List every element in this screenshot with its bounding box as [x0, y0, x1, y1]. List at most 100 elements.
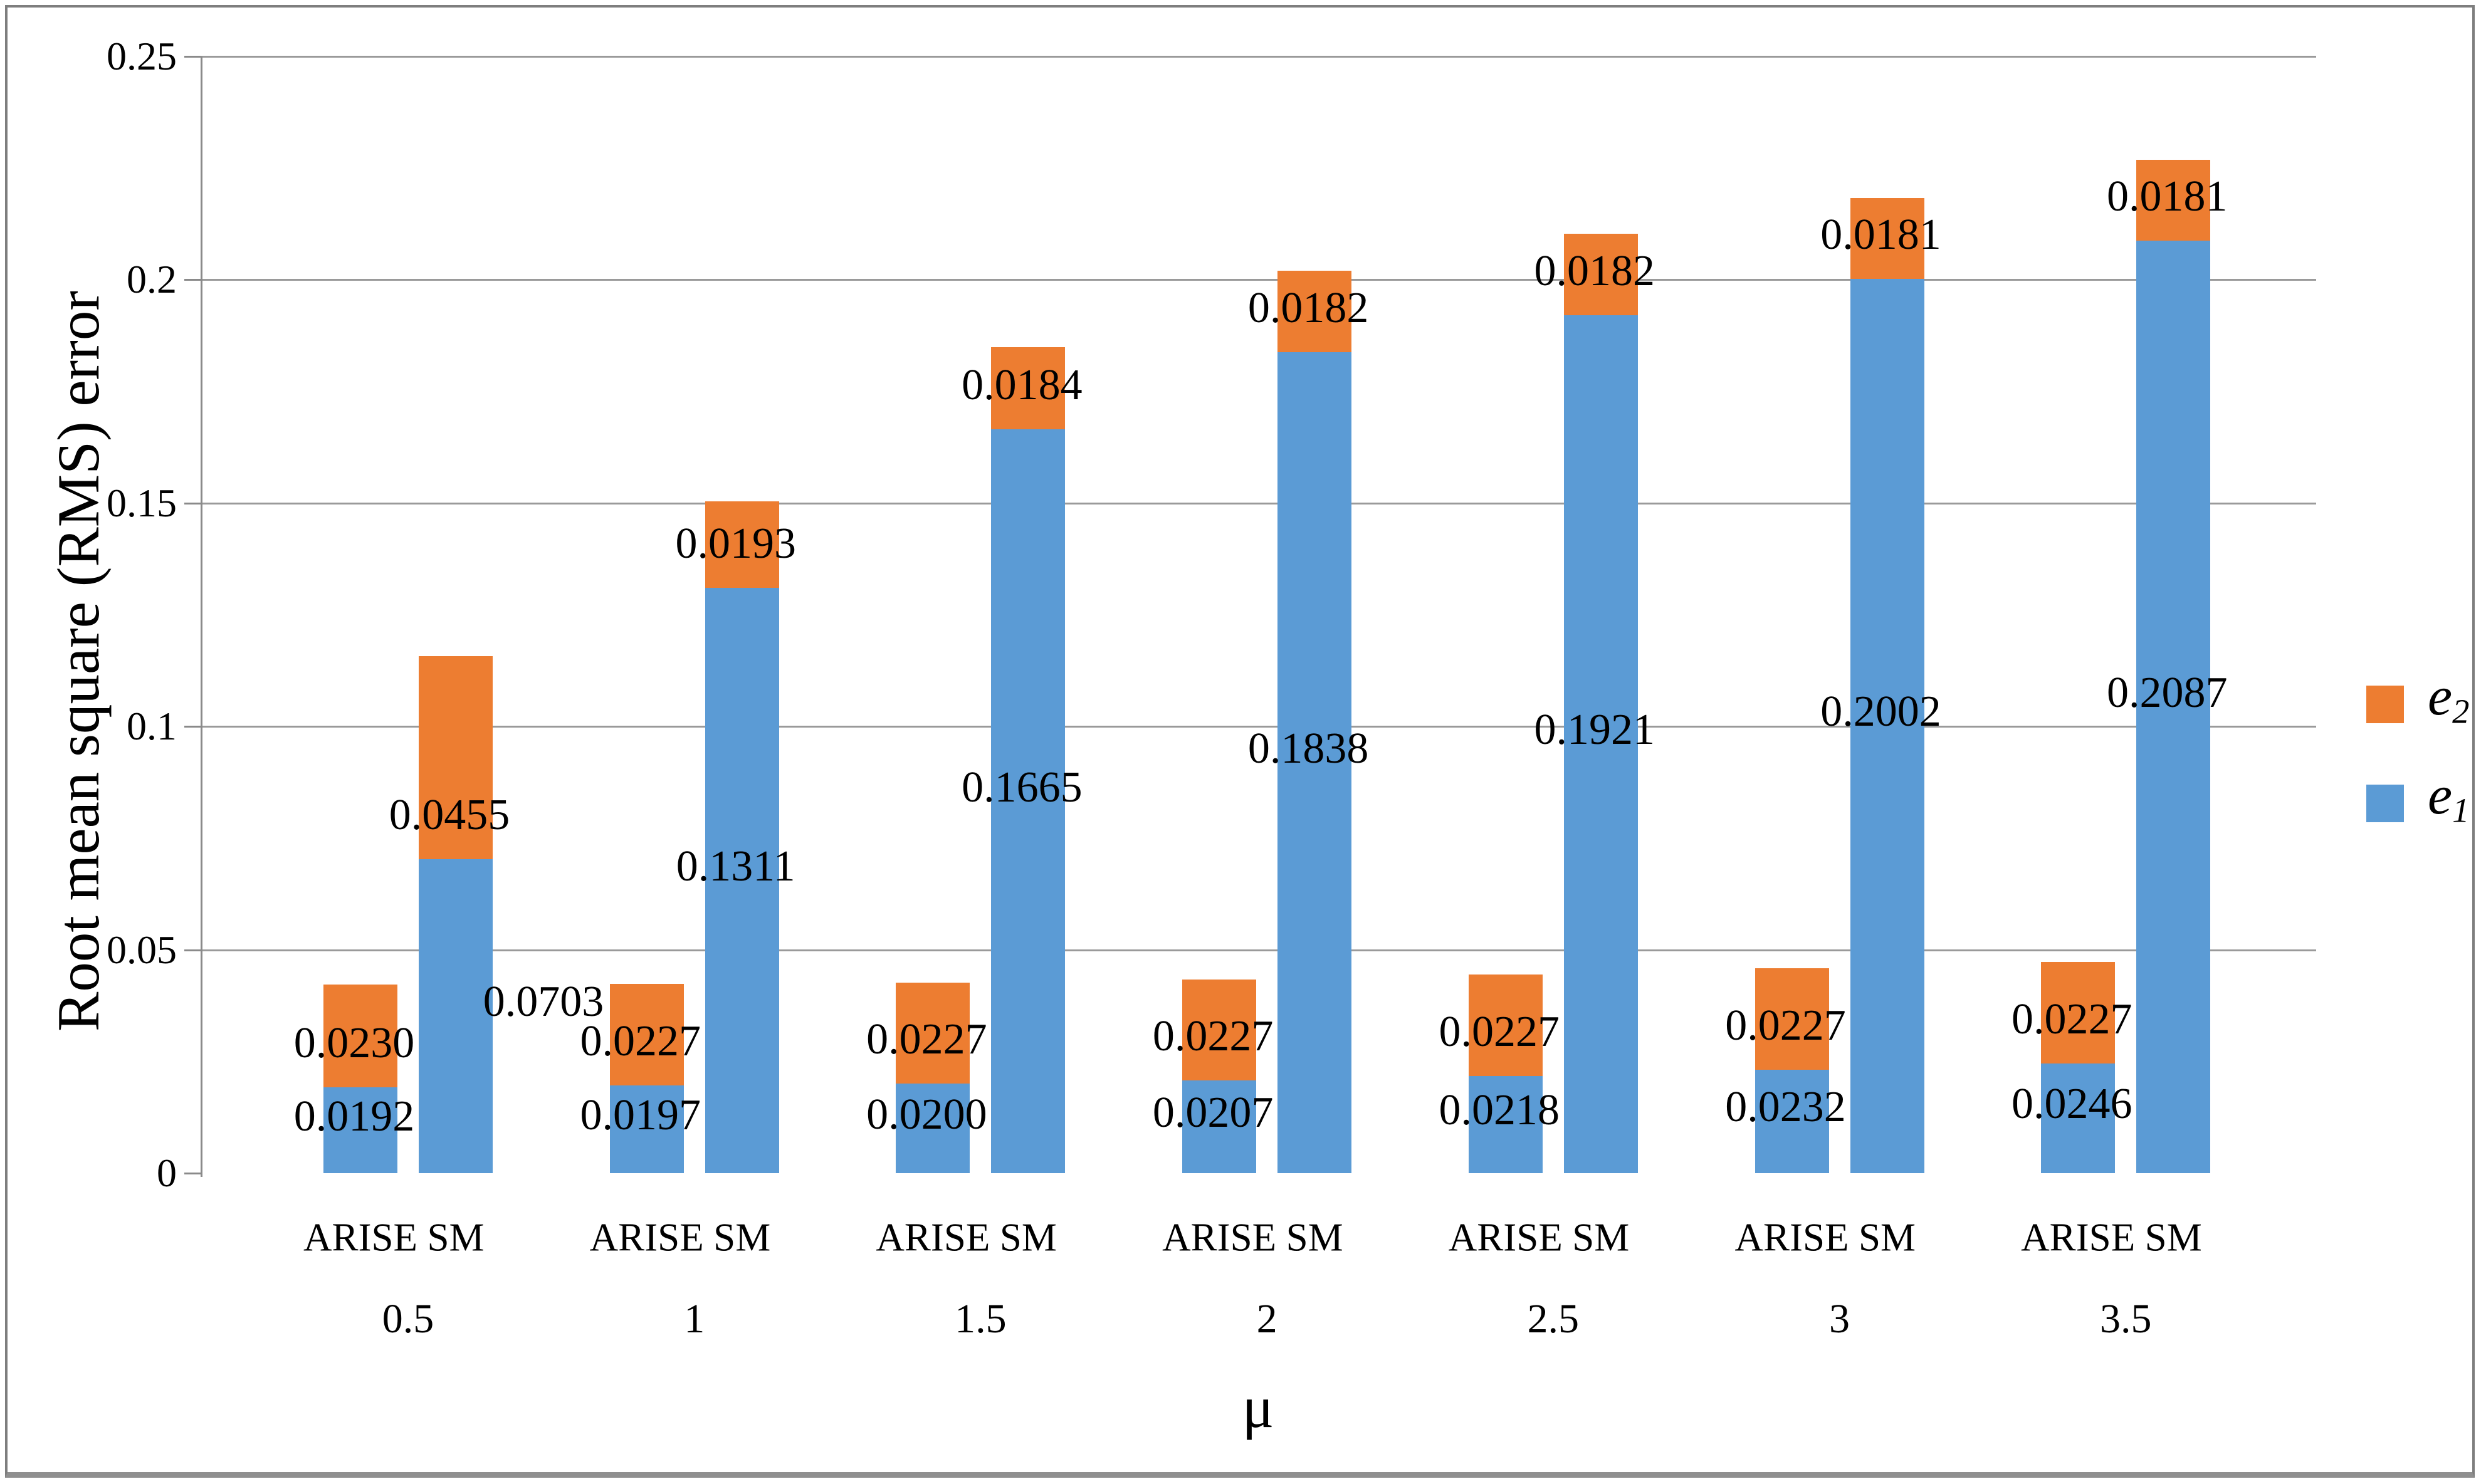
y-axis-tick-0.2 [184, 279, 201, 281]
data-label-e2-ARISE-1: 0.0227 [580, 1016, 701, 1065]
data-label-e2-ARISE-2: 0.0227 [1152, 1012, 1274, 1061]
bar-segment-e1-SM-3 [1850, 278, 1924, 1173]
bar-segment-e1-ARISE-1.5 [896, 1084, 970, 1173]
gridline-0.15 [201, 502, 2316, 504]
bar-segment-e1-ARISE-3 [1755, 1069, 1829, 1173]
data-label-e1-SM-2: 0.1838 [1247, 724, 1369, 773]
bar-segment-e1-SM-3.5 [2136, 241, 2211, 1173]
bar-segment-e1-SM-0.5 [419, 859, 493, 1173]
data-label-e2-ARISE-1.5: 0.0227 [866, 1015, 987, 1064]
group-label-mu-1.5: 1.5 [955, 1296, 1007, 1342]
data-label-e1-SM-3.5: 0.2087 [2106, 669, 2228, 718]
data-label-e2-ARISE-0.5: 0.0230 [293, 1019, 415, 1068]
y-axis-title: Root mean square (RMS) error [45, 291, 112, 1032]
y-tick-label-0.25: 0.25 [107, 34, 177, 78]
category-label-ARISE-3.5: ARISE [2021, 1215, 2136, 1260]
y-axis-tick-0.1 [184, 726, 201, 728]
data-label-e1-SM-1: 0.1311 [676, 842, 795, 891]
bar-segment-e2-ARISE-0.5 [323, 985, 397, 1088]
bar-segment-e2-ARISE-3.5 [2041, 961, 2116, 1063]
y-axis-tick-0.25 [184, 56, 201, 58]
group-label-mu-1: 1 [684, 1296, 705, 1342]
gridline-0.05 [201, 949, 2316, 951]
x-axis-title: μ [1242, 1374, 1274, 1440]
bar-segment-e2-SM-1.5 [991, 347, 1066, 430]
y-tick-label-0.05: 0.05 [107, 927, 177, 972]
y-tick-label-0.2: 0.2 [127, 257, 177, 302]
group-label-mu-0.5: 0.5 [382, 1296, 434, 1342]
legend-label-e2: e2 [2428, 666, 2470, 731]
category-label-ARISE-1: ARISE [589, 1215, 704, 1260]
category-label-ARISE-1.5: ARISE [876, 1215, 990, 1260]
bar-segment-e2-ARISE-2.5 [1468, 974, 1543, 1076]
data-label-e2-ARISE-2.5: 0.0227 [1439, 1007, 1560, 1056]
gridline-0.25 [201, 56, 2316, 58]
group-label-mu-3: 3 [1829, 1296, 1850, 1342]
bar-segment-e1-ARISE-1 [609, 1085, 684, 1173]
data-label-e1-SM-3: 0.2002 [1820, 687, 1941, 736]
data-label-e2-SM-1.5: 0.0184 [962, 361, 1083, 410]
bar-segment-e2-SM-3 [1850, 197, 1924, 279]
legend-swatch-e2 [2366, 685, 2404, 723]
y-tick-label-0.15: 0.15 [107, 480, 177, 525]
category-label-SM-2: SM [1286, 1215, 1343, 1260]
y-tick-label-0: 0 [157, 1151, 177, 1195]
y-axis-tick-0 [184, 1173, 201, 1174]
data-label-e2-SM-1: 0.0193 [675, 519, 796, 568]
data-label-e1-SM-2.5: 0.1921 [1534, 706, 1655, 755]
category-label-SM-1.5: SM [999, 1215, 1057, 1260]
data-label-e2-SM-2.5: 0.0182 [1534, 246, 1655, 295]
legend-swatch-e1 [2366, 784, 2404, 822]
data-label-e1-SM-1.5: 0.1665 [962, 763, 1083, 812]
chart-frame-border [5, 5, 2475, 1478]
data-label-e2-SM-3: 0.0181 [1820, 210, 1941, 259]
bar-segment-e2-SM-3.5 [2136, 160, 2211, 241]
category-label-SM-2.5: SM [1572, 1215, 1630, 1260]
category-label-ARISE-0.5: ARISE [303, 1215, 418, 1260]
bar-segment-e2-SM-2.5 [1563, 233, 1638, 315]
bar-segment-e1-ARISE-2.5 [1468, 1075, 1543, 1173]
data-label-e1-ARISE-2: 0.0207 [1152, 1089, 1274, 1137]
data-label-e1-ARISE-3: 0.0232 [1725, 1083, 1846, 1132]
data-label-e2-ARISE-3.5: 0.0227 [2011, 995, 2132, 1043]
category-label-ARISE-2.5: ARISE [1448, 1215, 1563, 1260]
data-label-e1-ARISE-1: 0.0197 [580, 1090, 701, 1139]
bar-segment-e2-ARISE-1.5 [896, 982, 970, 1084]
bar-segment-e2-SM-2 [1277, 271, 1352, 352]
y-axis-tick-0.05 [184, 949, 201, 951]
category-label-SM-0.5: SM [427, 1215, 485, 1260]
y-axis-tick-0.15 [184, 502, 201, 504]
data-label-e2-SM-0.5: 0.0455 [389, 790, 510, 839]
y-axis-line [201, 56, 202, 1177]
category-label-SM-1: SM [713, 1215, 771, 1260]
gridline-0.2 [201, 279, 2316, 281]
category-label-SM-3.5: SM [2144, 1215, 2202, 1260]
group-label-mu-3.5: 3.5 [2099, 1296, 2152, 1342]
bar-segment-e2-SM-0.5 [419, 656, 493, 859]
bar-segment-e2-SM-1 [705, 501, 779, 588]
bar-segment-e1-ARISE-3.5 [2041, 1063, 2116, 1173]
data-label-e1-ARISE-2.5: 0.0218 [1439, 1086, 1560, 1135]
data-label-e2-SM-3.5: 0.0181 [2106, 172, 2228, 221]
bar-segment-e1-SM-2 [1277, 352, 1352, 1173]
bar-segment-e1-ARISE-0.5 [323, 1087, 397, 1173]
category-label-ARISE-3: ARISE [1734, 1215, 1849, 1260]
bar-segment-e1-SM-2.5 [1563, 315, 1638, 1173]
y-tick-label-0.1: 0.1 [127, 704, 177, 749]
category-label-SM-3: SM [1858, 1215, 1916, 1260]
data-label-e1-ARISE-1.5: 0.0200 [866, 1090, 987, 1139]
bar-segment-e2-ARISE-2 [1182, 979, 1257, 1081]
data-label-e2-SM-2: 0.0182 [1247, 283, 1369, 332]
group-label-mu-2: 2 [1256, 1296, 1277, 1342]
legend-item-e2: e2 [2366, 666, 2470, 731]
bar-segment-e2-ARISE-1 [609, 983, 684, 1085]
bar-segment-e1-SM-1 [705, 587, 779, 1173]
bar-segment-e1-ARISE-2 [1182, 1080, 1257, 1173]
data-label-e2-ARISE-3: 0.0227 [1725, 1001, 1846, 1050]
group-label-mu-2.5: 2.5 [1527, 1296, 1580, 1342]
legend-item-e1: e1 [2366, 768, 2469, 830]
data-label-e1-ARISE-3.5: 0.0246 [2011, 1080, 2132, 1129]
gridline-0.1 [201, 726, 2316, 728]
data-label-e1-SM-0.5: 0.0703 [483, 978, 604, 1027]
